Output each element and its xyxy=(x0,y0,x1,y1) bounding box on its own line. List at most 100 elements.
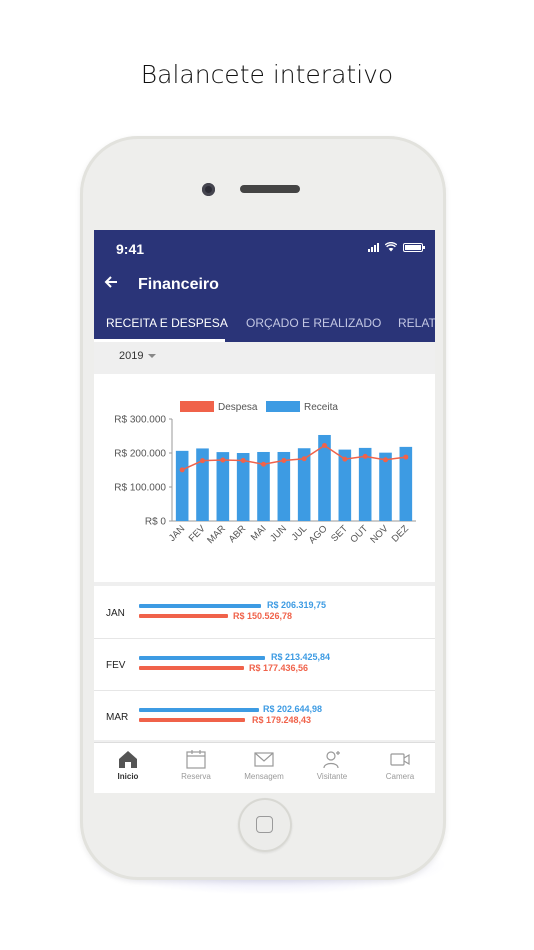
nav-label: Visitante xyxy=(316,772,348,781)
legend-swatch-receita xyxy=(266,401,300,412)
bottom-navigation: Inicio Reserva Mensagem xyxy=(94,742,435,793)
x-tick-label: JUL xyxy=(290,523,310,543)
headline: Balancete interativo xyxy=(140,60,394,89)
status-time: 9:41 xyxy=(116,241,145,257)
point-despesa xyxy=(362,453,368,459)
list-item[interactable]: JAN R$ 206.319,75 R$ 150.526,78 xyxy=(94,586,435,639)
receita-value: R$ 213.425,84 xyxy=(271,652,331,662)
nav-reserva[interactable]: Reserva xyxy=(162,749,230,781)
x-tick-label: JUN xyxy=(268,523,289,544)
page-title: Financeiro xyxy=(138,276,219,293)
nav-label: Inicio xyxy=(117,772,139,781)
x-tick-label: MAI xyxy=(249,523,269,543)
bar-receita xyxy=(318,434,331,521)
nav-camera[interactable]: Camera xyxy=(366,749,434,781)
home-button[interactable] xyxy=(238,798,292,852)
x-tick-label: FEV xyxy=(187,523,208,544)
x-tick-label: SET xyxy=(329,523,350,544)
chart-card: R$ 0 R$ 100.000 R$ 200.000 R$ 300.000 Despes… xyxy=(94,374,435,582)
point-despesa xyxy=(383,457,388,463)
wifi-icon xyxy=(385,242,397,252)
bar-receita xyxy=(358,447,372,521)
y-tick-label: R$ 100.000 xyxy=(114,483,166,494)
point-despesa xyxy=(220,457,226,463)
active-tab-indicator xyxy=(94,339,225,342)
year-value: 2019 xyxy=(119,350,144,362)
back-button[interactable] xyxy=(104,274,118,294)
year-select[interactable]: 2019 xyxy=(119,350,157,362)
revenue-expense-chart: R$ 0 R$ 100.000 R$ 200.000 R$ 300.000 Despes… xyxy=(114,401,416,546)
bar-receita xyxy=(379,452,392,521)
bar-receita xyxy=(196,448,209,521)
nav-label: Reserva xyxy=(181,772,211,781)
legend-swatch-despesa xyxy=(180,401,214,412)
x-tick-label: OUT xyxy=(348,523,370,545)
x-tick-label: DEZ xyxy=(390,523,411,544)
point-despesa xyxy=(301,456,307,462)
bar-receita xyxy=(175,450,189,521)
bar-receita xyxy=(277,451,291,521)
list-item[interactable]: FEV R$ 213.425,84 R$ 177.436,56 xyxy=(94,638,435,691)
arrow-left-icon xyxy=(104,276,117,288)
despesa-bar xyxy=(139,718,245,722)
app-bar: 9:41 Financeiro xyxy=(94,230,435,342)
line-despesa xyxy=(181,444,406,471)
point-despesa xyxy=(322,443,327,449)
nav-visitante[interactable]: Visitante xyxy=(298,749,366,781)
despesa-value: R$ 150.526,78 xyxy=(233,611,293,621)
point-despesa xyxy=(342,456,348,462)
caret-down-icon xyxy=(148,354,157,359)
x-tick-label: ABR xyxy=(227,523,249,545)
x-tick-label: NOV xyxy=(368,523,391,546)
y-tick-label: R$ 200.000 xyxy=(114,449,166,460)
battery-icon xyxy=(403,242,425,252)
status-icons xyxy=(368,242,425,252)
receita-value: R$ 206.319,75 xyxy=(267,600,327,610)
earpiece-speaker xyxy=(240,185,300,193)
home-square-icon xyxy=(256,816,273,833)
list-item[interactable]: MAR R$ 202.644,98 R$ 179.248,43 xyxy=(94,690,435,740)
point-despesa xyxy=(403,454,409,460)
year-filter-row: 2019 xyxy=(94,342,435,372)
despesa-bar xyxy=(139,666,244,670)
monthly-list: JAN R$ 206.319,75 R$ 150.526,78 FEV R$ 2… xyxy=(94,586,435,740)
receita-value: R$ 202.644,98 xyxy=(263,704,323,714)
bar-receita xyxy=(236,453,250,521)
tab-receita-despesa[interactable]: RECEITA E DESPESA xyxy=(106,316,228,330)
video-camera-icon xyxy=(390,753,410,766)
receita-bar xyxy=(139,656,265,660)
month-label: FEV xyxy=(106,660,126,671)
legend-label-despesa: Despesa xyxy=(218,402,258,413)
nav-label: Mensagem xyxy=(244,772,284,781)
receita-bar xyxy=(139,708,259,712)
month-label: JAN xyxy=(106,608,125,619)
y-tick-label: R$ 300.000 xyxy=(114,415,166,426)
x-tick-label: AGO xyxy=(307,523,330,546)
despesa-bar xyxy=(139,614,228,618)
x-tick-label: JAN xyxy=(167,523,188,544)
tab-orcado-realizado[interactable]: ORÇADO E REALIZADO xyxy=(246,316,382,330)
tab-relatorios[interactable]: RELATÓRIOS xyxy=(398,316,435,330)
nav-label: Camera xyxy=(385,772,415,781)
bar-receita xyxy=(297,448,311,521)
bar-receita xyxy=(399,446,413,521)
legend-label-receita: Receita xyxy=(304,402,338,413)
despesa-value: R$ 179.248,43 xyxy=(252,715,312,725)
phone-frame: 9:41 Financeiro xyxy=(80,136,446,880)
calendar-icon xyxy=(186,750,206,769)
point-despesa xyxy=(240,457,246,463)
home-icon xyxy=(119,751,137,768)
nav-mensagem[interactable]: Mensagem xyxy=(230,749,298,781)
x-tick-label: MAR xyxy=(205,523,228,546)
despesa-value: R$ 177.436,56 xyxy=(249,663,309,673)
receita-bar xyxy=(139,604,261,608)
bar-receita xyxy=(216,452,230,521)
point-despesa xyxy=(179,467,185,473)
front-camera xyxy=(202,183,215,196)
tab-bar: RECEITA E DESPESA ORÇADO E REALIZADO REL… xyxy=(94,310,435,342)
signal-icon xyxy=(368,242,379,252)
nav-inicio[interactable]: Inicio xyxy=(94,749,162,781)
point-despesa xyxy=(261,461,266,467)
app-screen: 9:41 Financeiro xyxy=(94,230,435,793)
point-despesa xyxy=(200,458,205,464)
